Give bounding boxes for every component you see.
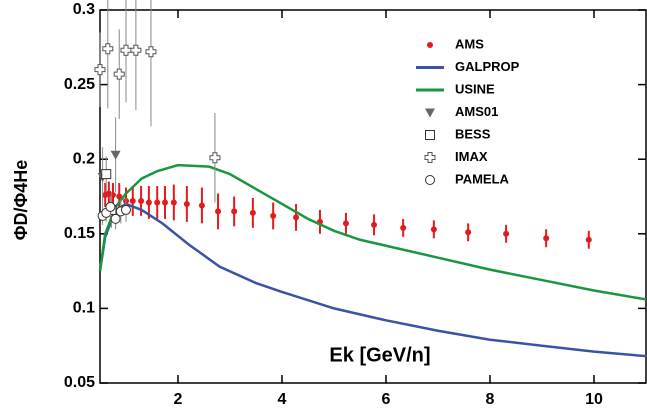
x-tick-label: 2 [174,391,183,408]
point [170,199,177,206]
legend-marker [424,152,436,163]
legend-marker [425,108,435,118]
point [145,46,157,58]
y-axis-label: ΦD/Φ4He [11,160,31,241]
legend-label: PAMELA [455,171,510,186]
point [198,202,205,209]
point [129,197,136,204]
y-tick-label: 0.3 [73,1,95,18]
point [270,212,277,219]
x-axis-label: Ek [GeV/n] [329,344,430,366]
legend-marker [425,175,435,185]
point [130,44,142,56]
legend-label: AMS01 [455,104,498,119]
model-line [98,163,647,301]
point [465,229,472,236]
point [94,64,106,76]
point [430,226,437,233]
point [162,199,168,206]
plot-frame [99,9,647,384]
point [102,43,114,55]
y-tick-label: 0.25 [64,76,95,93]
legend-label: BESS [455,126,491,141]
point [209,152,221,164]
point [585,236,592,243]
point [231,208,238,215]
point [293,214,300,221]
x-tick-label: 4 [278,391,287,408]
point [543,235,550,242]
point [110,213,121,224]
point [183,200,190,207]
legend-marker [427,42,433,48]
point [101,169,112,180]
point [121,204,131,215]
y-tick-label: 0.05 [64,374,95,391]
y-tick-label: 0.1 [73,300,95,317]
point [503,230,510,237]
point [110,150,121,160]
point [371,221,378,228]
point [215,208,222,215]
legend-label: GALPROP [455,59,520,74]
legend-label: USINE [455,81,495,96]
y-tick-label: 0.15 [64,225,95,242]
x-tick-label: 6 [382,391,391,408]
point [145,199,152,206]
point [120,44,132,56]
model-line [98,202,647,358]
point [342,220,349,227]
point [116,193,123,200]
x-tick-label: 10 [585,391,603,408]
legend-label: IMAX [455,149,488,164]
legend-marker [425,130,435,140]
point [400,224,407,231]
y-tick-label: 0.2 [73,150,95,167]
legend-label: AMS [455,36,484,51]
point [249,209,256,216]
point [113,68,125,80]
point [138,197,145,204]
point [105,201,116,212]
x-tick-label: 8 [486,391,495,408]
point [154,199,161,206]
